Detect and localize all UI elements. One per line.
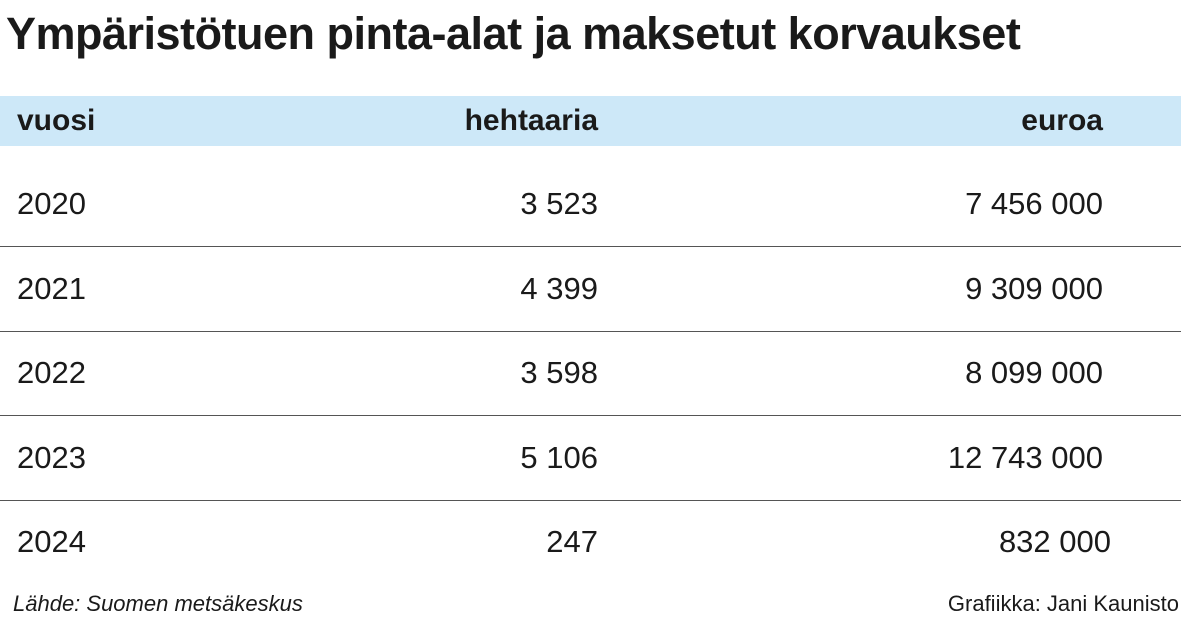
cell-vuosi: 2022 — [17, 355, 86, 390]
page-title: Ympäristötuen pinta-alat ja maksetut kor… — [6, 8, 1021, 59]
table-row: 2023 5 106 12 743 000 — [0, 416, 1181, 501]
header-hehtaaria: hehtaaria — [464, 104, 598, 137]
cell-euroa: 7 456 000 — [965, 186, 1103, 221]
cell-euroa: 8 099 000 — [965, 355, 1103, 390]
cell-vuosi: 2020 — [17, 186, 86, 221]
source-note: Lähde: Suomen metsäkeskus — [13, 591, 303, 616]
header-vuosi: vuosi — [17, 104, 96, 137]
cell-vuosi: 2024 — [17, 524, 86, 559]
cell-hehtaaria: 4 399 — [520, 271, 598, 306]
table-row: 2020 3 523 7 456 000 — [0, 162, 1181, 247]
cell-hehtaaria: 247 — [546, 524, 598, 559]
cell-hehtaaria: 3 523 — [520, 186, 598, 221]
table-row: 2024 247 832 000 — [0, 500, 1181, 584]
graphics-credit: Grafiikka: Jani Kaunisto — [947, 591, 1179, 616]
cell-vuosi: 2021 — [17, 271, 86, 306]
table-row: 2022 3 598 8 099 000 — [0, 331, 1181, 416]
cell-hehtaaria: 5 106 — [520, 440, 598, 475]
table-row: 2021 4 399 9 309 000 — [0, 247, 1181, 332]
cell-euroa: 9 309 000 — [965, 271, 1103, 306]
table-header: vuosi hehtaaria euroa — [0, 96, 1181, 146]
cell-hehtaaria: 3 598 — [520, 355, 598, 390]
cell-euroa: 12 743 000 — [947, 440, 1103, 475]
header-euroa: euroa — [1021, 104, 1103, 137]
cell-euroa: 832 000 — [998, 524, 1111, 559]
cell-vuosi: 2023 — [17, 440, 86, 475]
